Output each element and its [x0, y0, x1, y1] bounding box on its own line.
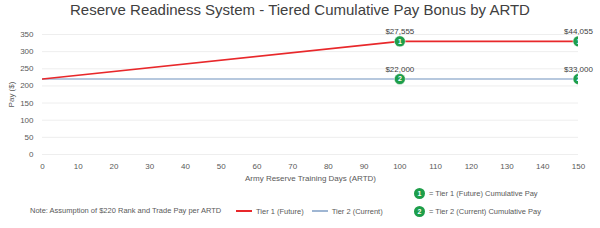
- svg-text:20: 20: [110, 162, 119, 171]
- svg-text:70: 70: [288, 162, 297, 171]
- svg-text:200: 200: [20, 81, 34, 90]
- html-text:Note: Assumption of $220 Rank: Note: Assumption of $220 Rank and Trade …: [30, 206, 222, 215]
- html-text:2: 2: [417, 208, 422, 215]
- svg-text:$33,000: $33,000: [564, 65, 593, 74]
- svg-text:Army Reserve Training Days (AR: Army Reserve Training Days (ARTD): [245, 174, 376, 183]
- svg-text:0: 0: [40, 162, 45, 171]
- svg-text:110: 110: [429, 162, 442, 171]
- svg-text:10: 10: [74, 162, 83, 171]
- svg-text:1: 1: [398, 38, 402, 45]
- html-text:Tier 1 (Future): Tier 1 (Future): [256, 206, 304, 216]
- svg-text:90: 90: [360, 162, 369, 171]
- svg-text:2: 2: [398, 75, 402, 82]
- svg-text:$27,555: $27,555: [385, 27, 414, 36]
- svg-text:150: 150: [572, 162, 586, 171]
- svg-text:350: 350: [20, 30, 34, 39]
- svg-text:40: 40: [181, 162, 190, 171]
- html-text:= Tier 1 (Future) Cumulative P: = Tier 1 (Future) Cumulative Pay: [429, 189, 538, 198]
- html-text:Reserve Readiness System - Tie: Reserve Readiness System - Tiered Cumula…: [70, 1, 530, 18]
- svg-text:130: 130: [500, 162, 514, 171]
- svg-text:60: 60: [252, 162, 261, 171]
- svg-text:50: 50: [25, 133, 34, 142]
- html-text:= Tier 2 (Current) Cumulative: = Tier 2 (Current) Cumulative Pay: [429, 207, 541, 216]
- html-text:1: 1: [417, 190, 422, 197]
- svg-text:$22,000: $22,000: [385, 65, 414, 74]
- svg-text:80: 80: [324, 162, 333, 171]
- svg-text:50: 50: [217, 162, 226, 171]
- html-text:Tier 2 (Current): Tier 2 (Current): [331, 206, 383, 216]
- svg-text:30: 30: [145, 162, 154, 171]
- svg-text:120: 120: [465, 162, 479, 171]
- svg-text:100: 100: [20, 116, 34, 125]
- svg-text:250: 250: [20, 64, 34, 73]
- svg-text:150: 150: [20, 99, 34, 108]
- svg-text:140: 140: [536, 162, 550, 171]
- svg-text:100: 100: [393, 162, 407, 171]
- svg-text:$44,055: $44,055: [564, 27, 593, 36]
- svg-text:2: 2: [577, 75, 581, 82]
- svg-text:1: 1: [577, 38, 581, 45]
- svg-text:300: 300: [20, 47, 34, 56]
- svg-text:Pay ($): Pay ($): [7, 81, 16, 107]
- svg-text:0: 0: [29, 150, 34, 159]
